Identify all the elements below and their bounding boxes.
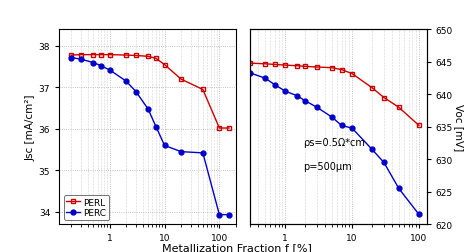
PERC [91, 62, 96, 65]
PERL [145, 55, 151, 58]
PERC [78, 58, 84, 61]
PERC [99, 65, 104, 68]
PERC [178, 150, 184, 153]
PERC [133, 91, 139, 94]
PERL [217, 127, 222, 130]
PERC [107, 69, 112, 72]
PERL [178, 78, 184, 81]
PERC [200, 152, 206, 155]
PERL [99, 54, 104, 57]
PERL [226, 127, 232, 130]
PERC [153, 126, 159, 129]
Text: ρs=0.5Ω*cm: ρs=0.5Ω*cm [303, 138, 365, 148]
PERC [217, 213, 222, 216]
PERL [153, 58, 159, 61]
Y-axis label: Voc [mV]: Voc [mV] [454, 104, 464, 151]
Line: PERL: PERL [69, 53, 231, 131]
PERL [162, 64, 167, 67]
PERC [69, 57, 74, 60]
Legend: PERL, PERC: PERL, PERC [64, 195, 109, 220]
PERC [145, 108, 151, 111]
PERL [133, 55, 139, 58]
PERL [123, 54, 129, 57]
PERL [107, 54, 112, 57]
PERL [78, 54, 84, 57]
PERL [200, 89, 206, 92]
Line: PERC: PERC [69, 56, 231, 217]
Y-axis label: Jsc [mA/cm²]: Jsc [mA/cm²] [26, 94, 36, 160]
PERC [226, 213, 232, 216]
Text: Metallization Fraction f [%]: Metallization Fraction f [%] [162, 242, 312, 252]
PERL [91, 54, 96, 57]
PERC [123, 80, 129, 83]
PERC [162, 144, 167, 147]
PERL [69, 54, 74, 57]
Text: p=500μm: p=500μm [303, 161, 352, 171]
